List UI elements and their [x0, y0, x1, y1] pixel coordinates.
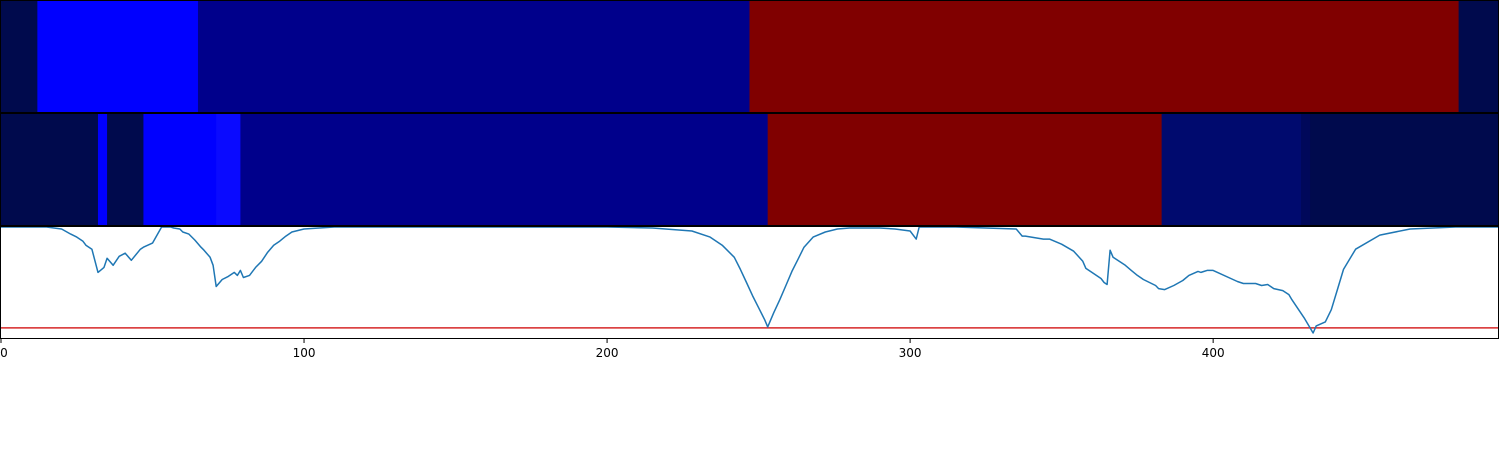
heatmap-top-frame	[0, 0, 1499, 113]
x-tick-label: 200	[596, 346, 619, 360]
heatmap-segment	[1, 114, 99, 225]
heatmap-segment	[1310, 114, 1499, 225]
x-tick-label: 100	[293, 346, 316, 360]
x-tick-label: 0	[0, 346, 8, 360]
heatmap-strip-top	[1, 1, 1499, 112]
series-line	[1, 226, 1498, 334]
heatmap-middle-frame	[0, 113, 1499, 226]
heatmap-segment	[143, 114, 217, 225]
heatmap-segment	[240, 114, 769, 225]
heatmap-segment	[767, 114, 1163, 225]
x-axis: 0 100 200 300 400	[0, 339, 1225, 360]
line-plot-background	[0, 226, 1499, 339]
heatmap-segment	[97, 114, 108, 225]
line-plot-frame	[0, 226, 1499, 339]
heatmap-segment	[749, 1, 1460, 112]
heatmap-strip-middle	[1, 114, 1499, 225]
heatmap-segment	[1301, 114, 1311, 225]
heatmap-segment	[1458, 1, 1499, 112]
line-plot-area	[0, 226, 1499, 339]
heatmap-segment	[107, 114, 144, 225]
heatmap-segment	[37, 1, 199, 112]
x-tick-label: 300	[899, 346, 922, 360]
heatmap-segment	[1161, 114, 1302, 225]
heatmap-segment	[197, 1, 750, 112]
x-tick-label: 400	[1202, 346, 1225, 360]
heatmap-segment	[216, 114, 241, 225]
heatmap-segment	[1, 1, 38, 112]
